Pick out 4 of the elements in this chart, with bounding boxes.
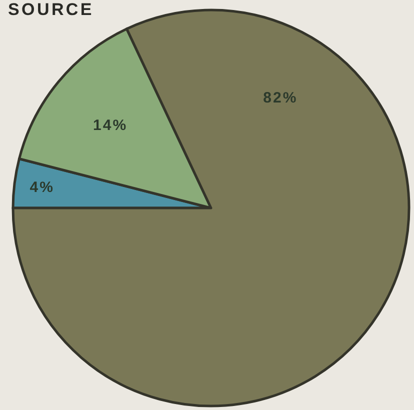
data-label: 4% bbox=[30, 178, 54, 196]
chart-title: SOURCE bbox=[8, 0, 94, 19]
data-label: 14% bbox=[93, 116, 128, 134]
data-label: 82% bbox=[263, 90, 298, 107]
